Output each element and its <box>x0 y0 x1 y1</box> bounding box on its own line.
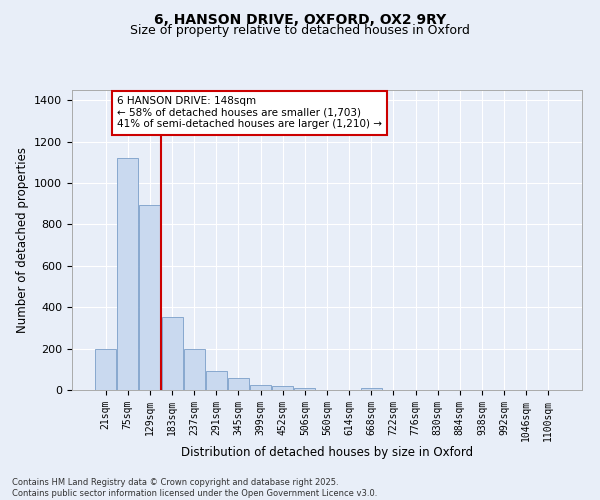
Bar <box>206 371 227 390</box>
Bar <box>361 388 382 390</box>
Text: Contains HM Land Registry data © Crown copyright and database right 2025.
Contai: Contains HM Land Registry data © Crown c… <box>12 478 377 498</box>
X-axis label: Distribution of detached houses by size in Oxford: Distribution of detached houses by size … <box>181 446 473 460</box>
Y-axis label: Number of detached properties: Number of detached properties <box>16 147 29 333</box>
Bar <box>139 205 160 390</box>
Bar <box>161 316 182 390</box>
Bar <box>118 158 139 390</box>
Bar <box>184 349 205 390</box>
Text: 6 HANSON DRIVE: 148sqm
← 58% of detached houses are smaller (1,703)
41% of semi-: 6 HANSON DRIVE: 148sqm ← 58% of detached… <box>117 96 382 130</box>
Bar <box>95 349 116 390</box>
Text: 6, HANSON DRIVE, OXFORD, OX2 9RY: 6, HANSON DRIVE, OXFORD, OX2 9RY <box>154 12 446 26</box>
Bar <box>295 388 316 390</box>
Text: Size of property relative to detached houses in Oxford: Size of property relative to detached ho… <box>130 24 470 37</box>
Bar <box>250 385 271 390</box>
Bar <box>272 386 293 390</box>
Bar <box>228 378 249 390</box>
